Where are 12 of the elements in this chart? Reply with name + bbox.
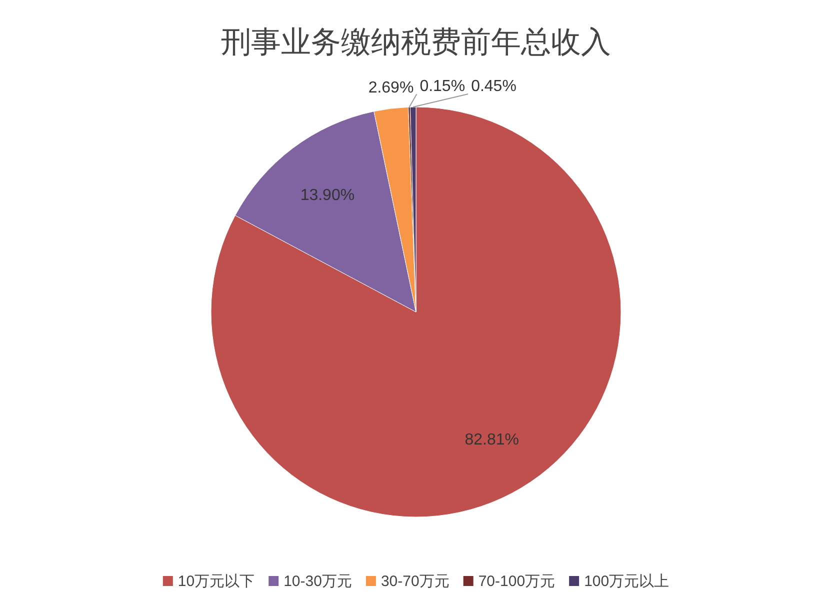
data-label: 2.69% — [368, 80, 414, 97]
legend-label: 30-70万元 — [380, 573, 450, 590]
legend-label: 100万元以上 — [584, 573, 670, 590]
data-label: 0.45% — [471, 78, 516, 96]
chart-title: 刑事业务缴纳税费前年总收入 — [221, 26, 611, 59]
data-label: 82.81% — [464, 432, 520, 449]
pie-slice — [210, 106, 622, 518]
legend-label: 10-30万元 — [284, 573, 352, 590]
data-label: 0.15% — [420, 78, 466, 96]
legend-label: 70-100万元 — [478, 573, 556, 590]
legend-label: 10万元以下 — [178, 573, 255, 590]
data-label: 13.90% — [300, 186, 355, 204]
